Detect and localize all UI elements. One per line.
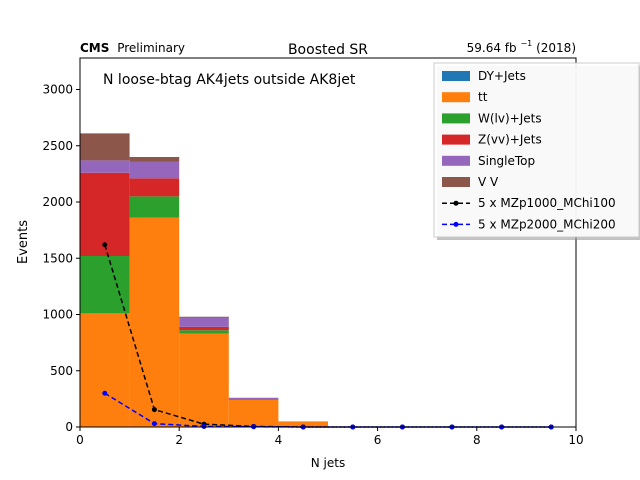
preliminary-text: Preliminary <box>117 41 185 55</box>
signal-1-point-1 <box>102 242 108 248</box>
luminosity-label: 59.64 fb −1 (2018) <box>467 35 576 55</box>
legend-swatch-4 <box>442 134 470 145</box>
bar-2-bin-2 <box>129 217 180 427</box>
x-tick-label: 4 <box>275 433 283 447</box>
y-tick-label: 1000 <box>42 308 73 322</box>
signal-2-point-2 <box>151 421 157 427</box>
legend-signal-marker-1 <box>453 200 459 206</box>
legend-swatch-6 <box>442 177 470 187</box>
legend-label-1: DY+Jets <box>478 69 526 83</box>
y-tick-label: 2500 <box>42 139 73 153</box>
plot-frame <box>79 57 577 428</box>
signal-2-point-1 <box>102 390 108 396</box>
bar-2-bin-3 <box>179 333 229 427</box>
y-axis-ticks: 0 500 1000 1500 2000 2500 3000 <box>42 83 80 434</box>
legend-label-4: Z(vv)+Jets <box>478 133 542 147</box>
bar-3-bin-3 <box>179 330 229 334</box>
legend-signal-label-2: 5 x MZp2000_MChi200 <box>478 217 616 231</box>
legend-swatch-2 <box>442 92 470 103</box>
y-tick-label: 2000 <box>42 195 73 209</box>
bar-3-bin-1 <box>80 256 130 314</box>
bar-6-bin-2 <box>129 157 180 162</box>
stacked-bars <box>80 133 328 427</box>
bar-4-bin-1 <box>80 172 130 256</box>
legend-box <box>433 62 640 238</box>
plot-title: Boosted SR <box>288 42 368 58</box>
bar-3-bin-2 <box>129 196 180 218</box>
legend: DY+Jets tt W(lv)+Jets Z(vv)+Jets SingleTop V … <box>433 62 640 240</box>
bar-6-bin-1 <box>80 133 130 161</box>
cms-text: CMS <box>80 41 109 55</box>
signal-2-point-3 <box>201 423 207 429</box>
bar-4-bin-3 <box>179 326 229 331</box>
bar-4-bin-2 <box>129 178 180 197</box>
y-axis-label: Events <box>16 220 31 264</box>
bar-2-bin-5 <box>278 421 328 427</box>
region-annotation: N loose-btag AK4jets outside AK8jet <box>103 72 356 88</box>
y-tick-label: 1500 <box>42 251 73 265</box>
x-tick-label: 8 <box>473 433 481 447</box>
bar-6-bin-3 <box>179 316 229 318</box>
x-axis-ticks: 0 2 4 6 8 10 <box>76 427 584 447</box>
x-tick-label: 6 <box>374 433 382 447</box>
y-tick-label: 3000 <box>42 83 73 97</box>
lumi-suffix: (2018) <box>536 41 576 55</box>
legend-swatch-1 <box>442 71 470 81</box>
bar-5-bin-2 <box>129 161 180 179</box>
legend-signal-marker-2 <box>453 221 459 227</box>
x-tick-label: 0 <box>76 433 84 447</box>
x-axis-label: N jets <box>311 456 345 470</box>
legend-swatch-5 <box>442 155 470 166</box>
legend-label-3: W(lv)+Jets <box>478 111 542 125</box>
legend-swatch-3 <box>442 113 470 124</box>
legend-label-5: SingleTop <box>478 154 535 168</box>
x-tick-label: 10 <box>568 433 583 447</box>
bar-5-bin-1 <box>80 160 130 173</box>
lumi-exponent: −1 <box>520 39 532 48</box>
lumi-prefix: 59.64 fb <box>467 41 517 55</box>
bar-5-bin-4 <box>228 397 279 400</box>
y-tick-label: 500 <box>50 364 73 378</box>
cms-label: CMS Preliminary <box>80 41 185 55</box>
x-tick-label: 2 <box>175 433 183 447</box>
y-tick-label: 0 <box>65 420 73 434</box>
bar-2-bin-4 <box>228 400 279 427</box>
bar-2-bin-1 <box>80 313 130 427</box>
signal-1-point-2 <box>151 407 157 413</box>
legend-label-2: tt <box>478 90 488 104</box>
legend-label-6: V V <box>478 175 499 189</box>
legend-signal-label-1: 5 x MZp1000_MChi100 <box>478 196 616 210</box>
bar-5-bin-3 <box>179 317 229 327</box>
